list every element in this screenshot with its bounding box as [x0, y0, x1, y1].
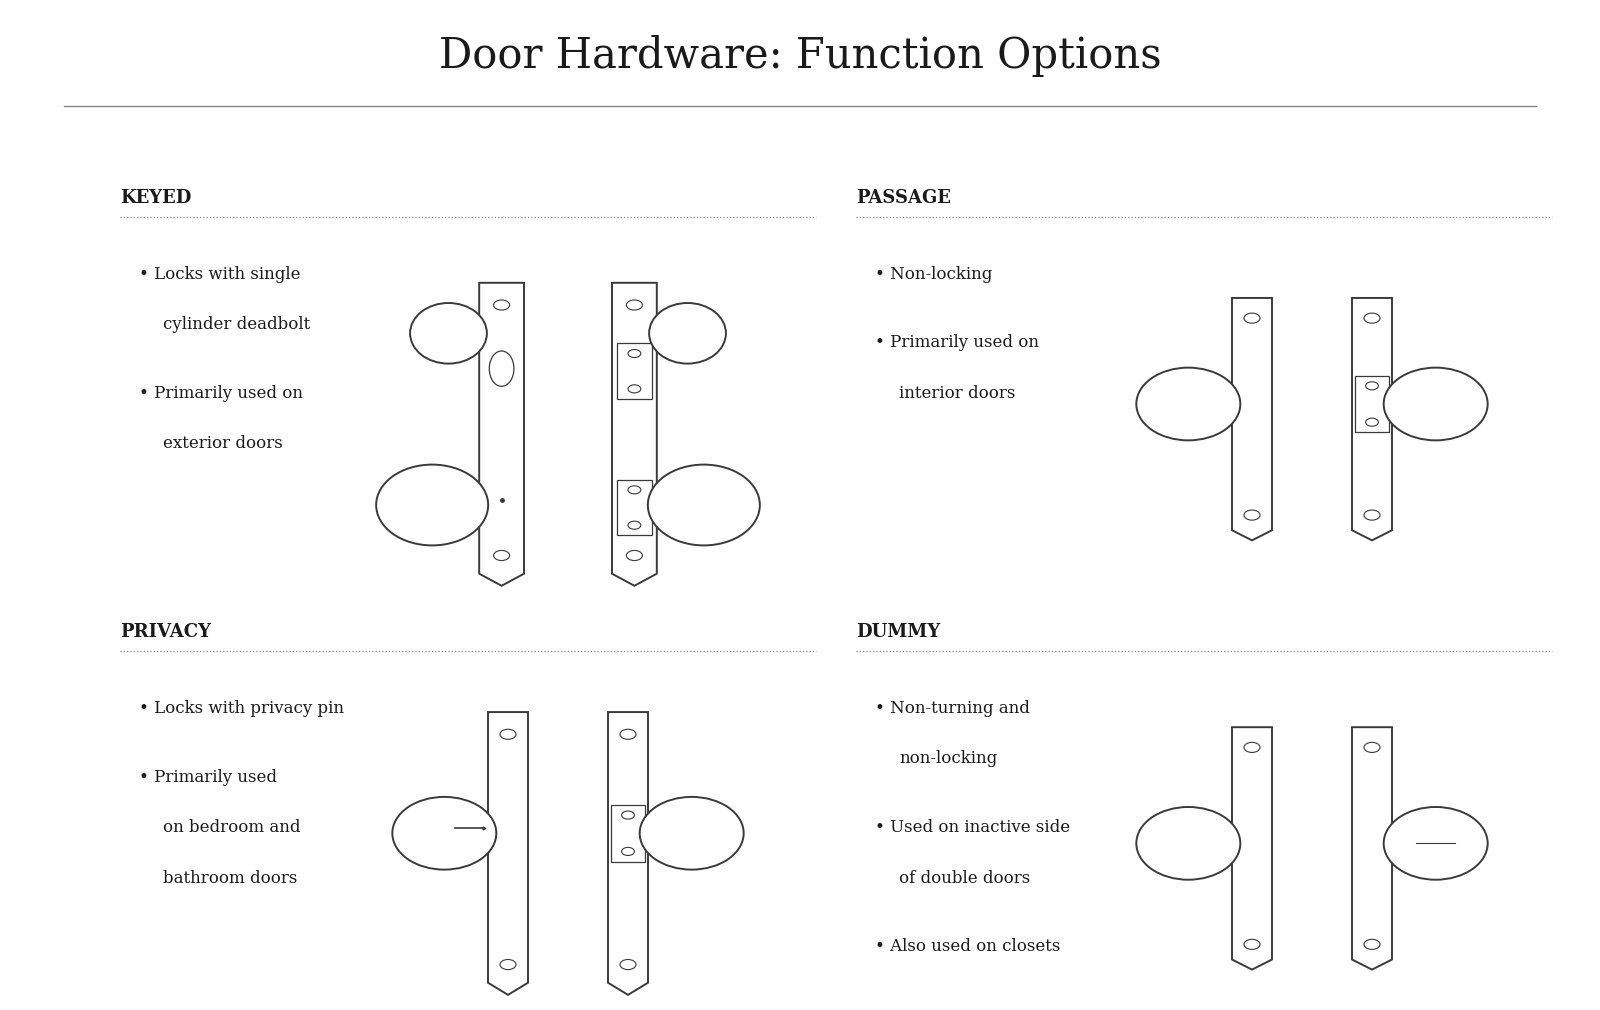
- Text: • Locks with privacy pin: • Locks with privacy pin: [139, 700, 344, 717]
- Text: bathroom doors: bathroom doors: [163, 870, 298, 887]
- Text: DUMMY: DUMMY: [856, 623, 941, 641]
- Text: • Non-locking: • Non-locking: [875, 266, 992, 283]
- Text: PRIVACY: PRIVACY: [120, 623, 211, 641]
- Text: cylinder deadbolt: cylinder deadbolt: [163, 316, 310, 333]
- Text: KEYED: KEYED: [120, 189, 192, 207]
- Text: • Primarily used on: • Primarily used on: [139, 385, 304, 402]
- Ellipse shape: [650, 303, 726, 364]
- Text: of double doors: of double doors: [899, 870, 1030, 887]
- Ellipse shape: [1136, 807, 1240, 880]
- Text: • Locks with single: • Locks with single: [139, 266, 301, 283]
- Text: on bedroom and: on bedroom and: [163, 819, 301, 836]
- Text: non-locking: non-locking: [899, 750, 997, 768]
- Text: • Primarily used: • Primarily used: [139, 769, 277, 786]
- Ellipse shape: [392, 797, 496, 870]
- Ellipse shape: [1384, 807, 1488, 880]
- Ellipse shape: [1136, 368, 1240, 440]
- Text: • Primarily used on: • Primarily used on: [875, 334, 1040, 351]
- Text: exterior doors: exterior doors: [163, 435, 283, 452]
- Text: Door Hardware: Function Options: Door Hardware: Function Options: [438, 34, 1162, 77]
- Ellipse shape: [410, 303, 486, 364]
- Text: interior doors: interior doors: [899, 385, 1016, 402]
- Text: PASSAGE: PASSAGE: [856, 189, 950, 207]
- Ellipse shape: [640, 797, 744, 870]
- Text: • Used on inactive side: • Used on inactive side: [875, 819, 1070, 836]
- Ellipse shape: [648, 465, 760, 545]
- Ellipse shape: [376, 465, 488, 545]
- Ellipse shape: [1384, 368, 1488, 440]
- Text: • Also used on closets: • Also used on closets: [875, 938, 1061, 955]
- Text: • Non-turning and: • Non-turning and: [875, 700, 1030, 717]
